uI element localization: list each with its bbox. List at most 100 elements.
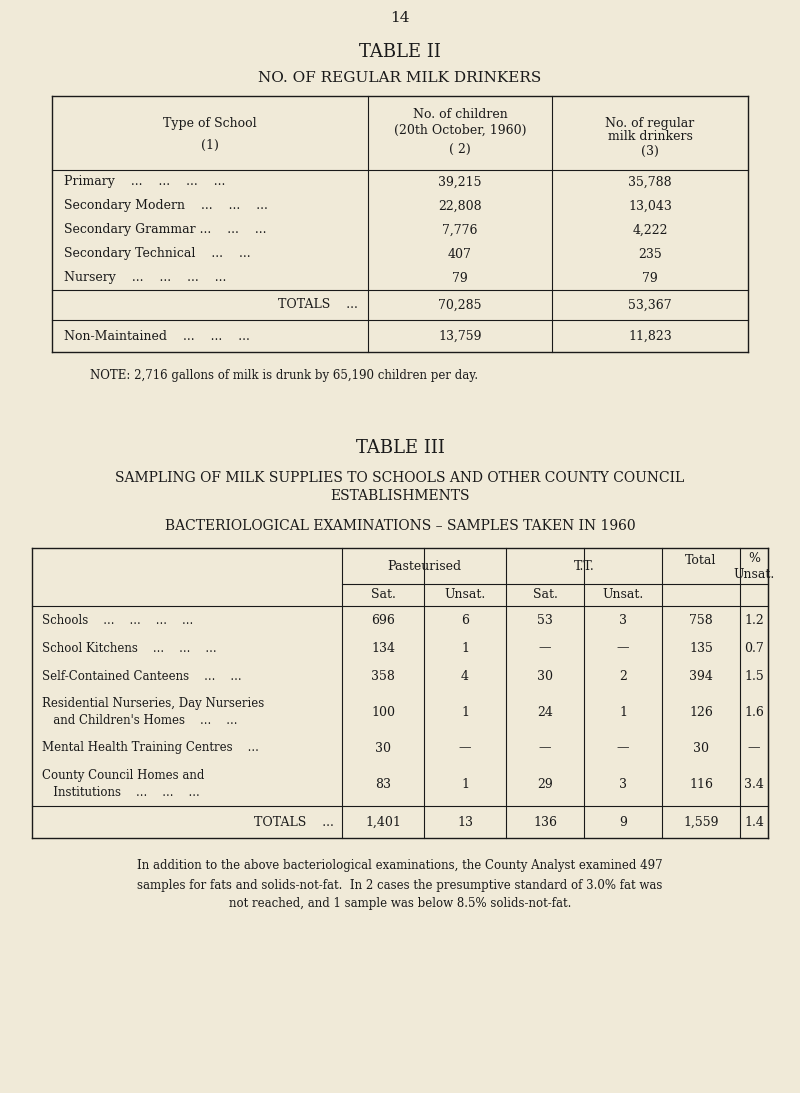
Text: 116: 116 <box>689 777 713 790</box>
Text: —: — <box>538 642 551 655</box>
Text: %: % <box>748 552 760 565</box>
Text: 79: 79 <box>452 271 468 284</box>
Text: Non-Maintained    ...    ...    ...: Non-Maintained ... ... ... <box>64 329 250 342</box>
Text: Nursery    ...    ...    ...    ...: Nursery ... ... ... ... <box>64 271 226 284</box>
Text: 35,788: 35,788 <box>628 176 672 188</box>
Text: Type of School: Type of School <box>163 117 257 129</box>
Text: 29: 29 <box>537 777 553 790</box>
Text: (1): (1) <box>201 139 219 152</box>
Text: NO. OF REGULAR MILK DRINKERS: NO. OF REGULAR MILK DRINKERS <box>258 71 542 85</box>
Text: Self-Contained Canteens    ...    ...: Self-Contained Canteens ... ... <box>42 670 242 682</box>
Text: TABLE III: TABLE III <box>355 439 445 457</box>
Text: County Council Homes and: County Council Homes and <box>42 768 204 781</box>
Text: 4: 4 <box>461 670 469 682</box>
Text: 758: 758 <box>689 613 713 626</box>
Text: 1.5: 1.5 <box>744 670 764 682</box>
Text: 7,776: 7,776 <box>442 223 478 236</box>
Text: 1: 1 <box>619 705 627 718</box>
Text: In addition to the above bacteriological examinations, the County Analyst examin: In addition to the above bacteriological… <box>137 859 663 872</box>
Text: Residential Nurseries, Day Nurseries: Residential Nurseries, Day Nurseries <box>42 696 264 709</box>
Text: 1: 1 <box>461 777 469 790</box>
Text: TOTALS    ...: TOTALS ... <box>254 815 334 828</box>
Text: Schools    ...    ...    ...    ...: Schools ... ... ... ... <box>42 613 194 626</box>
Text: Total: Total <box>686 554 717 567</box>
Text: 3: 3 <box>619 613 627 626</box>
Text: 135: 135 <box>689 642 713 655</box>
Text: SAMPLING OF MILK SUPPLIES TO SCHOOLS AND OTHER COUNTY COUNCIL: SAMPLING OF MILK SUPPLIES TO SCHOOLS AND… <box>115 471 685 485</box>
Text: —: — <box>458 741 471 754</box>
Text: 6: 6 <box>461 613 469 626</box>
Text: —: — <box>617 741 630 754</box>
Text: 1.4: 1.4 <box>744 815 764 828</box>
Text: Mental Health Training Centres    ...: Mental Health Training Centres ... <box>42 741 259 754</box>
Text: 70,285: 70,285 <box>438 298 482 312</box>
Text: 3.4: 3.4 <box>744 777 764 790</box>
Text: 1,559: 1,559 <box>683 815 718 828</box>
Text: 11,823: 11,823 <box>628 329 672 342</box>
Text: 235: 235 <box>638 247 662 260</box>
Text: T.T.: T.T. <box>574 560 594 573</box>
Text: No. of regular: No. of regular <box>606 117 694 129</box>
Text: Secondary Technical    ...    ...: Secondary Technical ... ... <box>64 247 250 260</box>
Text: ESTABLISHMENTS: ESTABLISHMENTS <box>330 489 470 503</box>
Text: 1.2: 1.2 <box>744 613 764 626</box>
Text: 696: 696 <box>371 613 395 626</box>
Text: 3: 3 <box>619 777 627 790</box>
Text: 30: 30 <box>693 741 709 754</box>
Text: 79: 79 <box>642 271 658 284</box>
Text: TABLE II: TABLE II <box>359 43 441 61</box>
Text: Primary    ...    ...    ...    ...: Primary ... ... ... ... <box>64 176 226 188</box>
Text: milk drinkers: milk drinkers <box>607 130 693 143</box>
Text: Unsat.: Unsat. <box>602 588 644 601</box>
Text: 358: 358 <box>371 670 395 682</box>
Text: 24: 24 <box>537 705 553 718</box>
Text: 1: 1 <box>461 705 469 718</box>
Text: not reached, and 1 sample was below 8.5% solids-not-fat.: not reached, and 1 sample was below 8.5%… <box>229 897 571 910</box>
Text: NOTE: 2,716 gallons of milk is drunk by 65,190 children per day.: NOTE: 2,716 gallons of milk is drunk by … <box>90 369 478 383</box>
Text: 39,215: 39,215 <box>438 176 482 188</box>
Text: 9: 9 <box>619 815 627 828</box>
Text: 2: 2 <box>619 670 627 682</box>
Text: 1,401: 1,401 <box>365 815 401 828</box>
Text: 100: 100 <box>371 705 395 718</box>
Text: 83: 83 <box>375 777 391 790</box>
Text: 30: 30 <box>537 670 553 682</box>
Text: 13,043: 13,043 <box>628 200 672 212</box>
Text: 53: 53 <box>537 613 553 626</box>
Text: —: — <box>748 741 760 754</box>
Text: (20th October, 1960): (20th October, 1960) <box>394 124 526 137</box>
Text: 22,808: 22,808 <box>438 200 482 212</box>
Text: (3): (3) <box>641 144 659 157</box>
Text: 14: 14 <box>390 11 410 25</box>
Text: 30: 30 <box>375 741 391 754</box>
Text: 13: 13 <box>457 815 473 828</box>
Text: School Kitchens    ...    ...    ...: School Kitchens ... ... ... <box>42 642 217 655</box>
Text: —: — <box>538 741 551 754</box>
Text: Secondary Modern    ...    ...    ...: Secondary Modern ... ... ... <box>64 200 268 212</box>
Text: Sat.: Sat. <box>533 588 558 601</box>
Text: Institutions    ...    ...    ...: Institutions ... ... ... <box>42 787 200 799</box>
Text: 136: 136 <box>533 815 557 828</box>
Text: Sat.: Sat. <box>370 588 395 601</box>
Text: 126: 126 <box>689 705 713 718</box>
Text: samples for fats and solids-not-fat.  In 2 cases the presumptive standard of 3.0: samples for fats and solids-not-fat. In … <box>138 879 662 892</box>
Text: 13,759: 13,759 <box>438 329 482 342</box>
Text: and Children's Homes    ...    ...: and Children's Homes ... ... <box>42 715 238 728</box>
Text: 394: 394 <box>689 670 713 682</box>
Text: 1.6: 1.6 <box>744 705 764 718</box>
Text: 4,222: 4,222 <box>632 223 668 236</box>
Text: TOTALS    ...: TOTALS ... <box>278 298 358 312</box>
Text: Unsat.: Unsat. <box>444 588 486 601</box>
Text: Unsat.: Unsat. <box>734 567 774 580</box>
Text: 0.7: 0.7 <box>744 642 764 655</box>
Text: Secondary Grammar ...    ...    ...: Secondary Grammar ... ... ... <box>64 223 266 236</box>
Text: 53,367: 53,367 <box>628 298 672 312</box>
Text: 407: 407 <box>448 247 472 260</box>
Text: No. of children: No. of children <box>413 108 507 121</box>
Text: BACTERIOLOGICAL EXAMINATIONS – SAMPLES TAKEN IN 1960: BACTERIOLOGICAL EXAMINATIONS – SAMPLES T… <box>165 519 635 533</box>
Text: Pasteurised: Pasteurised <box>387 560 461 573</box>
Text: 134: 134 <box>371 642 395 655</box>
Text: 1: 1 <box>461 642 469 655</box>
Text: ( 2): ( 2) <box>449 142 471 155</box>
Text: —: — <box>617 642 630 655</box>
